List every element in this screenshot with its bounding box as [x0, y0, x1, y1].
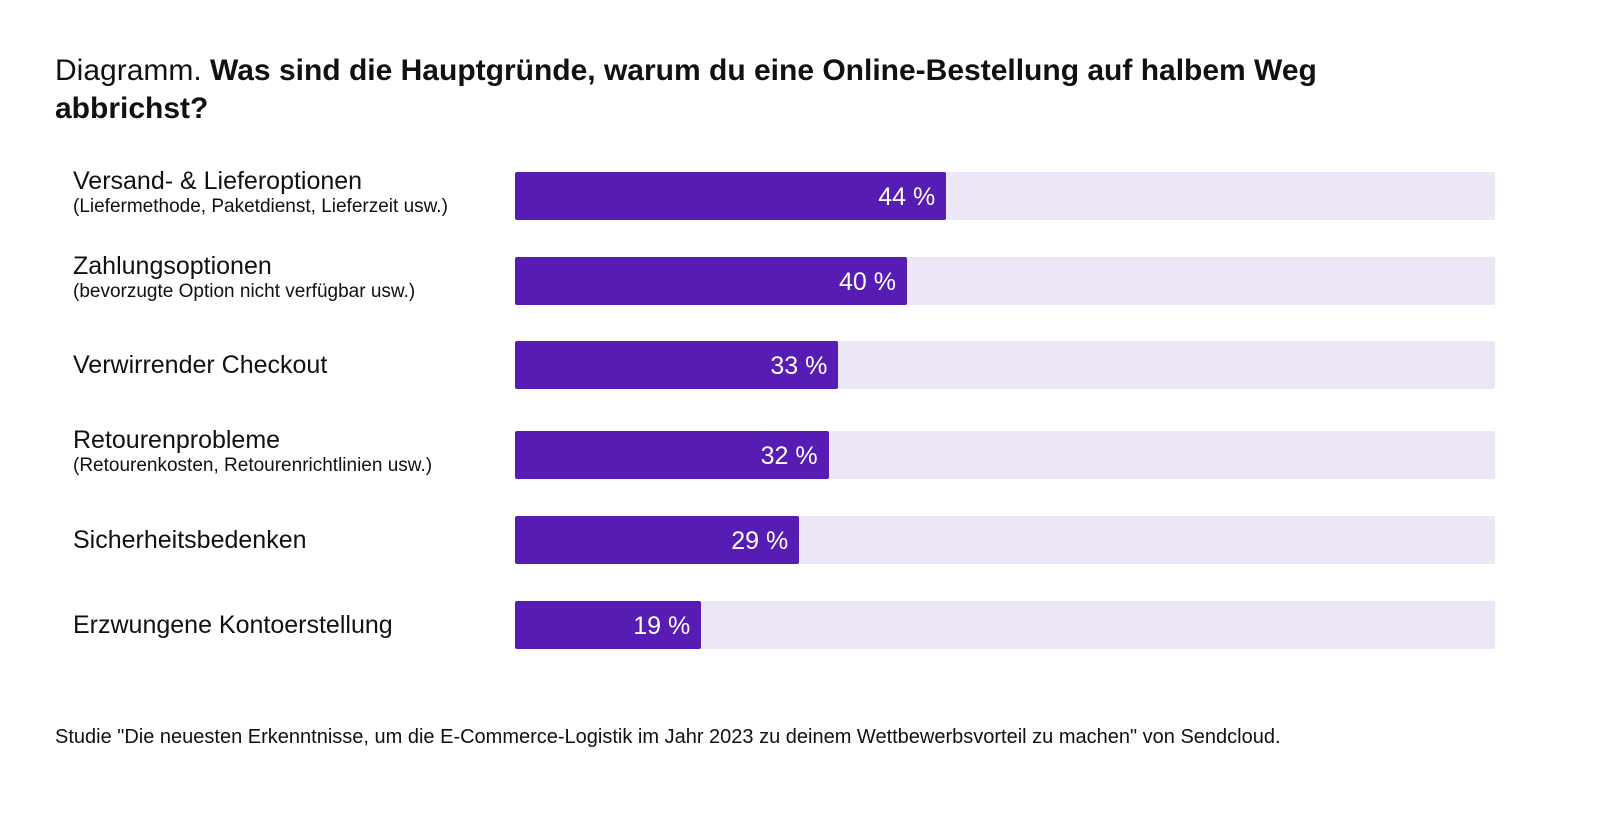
value-label: 33 % [770, 352, 828, 380]
bar-row: Verwirrender Checkout 33 % [0, 341, 1599, 389]
bar: 32 % [515, 431, 829, 479]
category-main-label: Versand- & Lieferoptionen [73, 167, 363, 195]
title-question: Was sind die Hauptgründe, warum du eine … [55, 54, 1317, 125]
category-main-label: Retourenprobleme [73, 426, 281, 454]
category-sublabel: (bevorzugte Option nicht verfügbar usw.) [73, 281, 416, 302]
category-sublabel: (Retourenkosten, Retourenrichtlinien usw… [73, 455, 433, 476]
category-main-label: Verwirrender Checkout [73, 351, 328, 379]
chart-title: Diagramm. Was sind die Hauptgründe, waru… [55, 52, 1475, 128]
bar-track: 40 % [515, 257, 1495, 305]
value-label: 32 % [760, 442, 818, 470]
bar-track: 33 % [515, 341, 1495, 389]
bar: 29 % [515, 516, 800, 564]
bar-track: 19 % [515, 601, 1495, 649]
bar-row: Erzwungene Kontoerstellung 19 % [0, 601, 1599, 649]
bar-chart: Versand- & Lieferoptionen (Liefermethode,… [0, 167, 1599, 649]
bar-row: Zahlungsoptionen (bevorzugte Option nicht… [0, 252, 1599, 305]
bar-row: Retourenprobleme (Retourenkosten, Retoure… [0, 426, 1599, 479]
category-label: Erzwungene Kontoerstellung [73, 611, 503, 639]
title-prefix: Diagramm. [55, 54, 202, 87]
value-label: 29 % [731, 527, 789, 555]
category-main-label: Zahlungsoptionen [73, 252, 272, 280]
value-label: 44 % [878, 183, 936, 211]
bar-track: 29 % [515, 516, 1495, 564]
category-sublabel: (Liefermethode, Paketdienst, Lieferzeit … [73, 196, 448, 217]
category-label: Versand- & Lieferoptionen (Liefermethode,… [73, 167, 503, 219]
category-main-label: Erzwungene Kontoerstellung [73, 611, 393, 639]
bar-row: Versand- & Lieferoptionen (Liefermethode,… [0, 167, 1599, 220]
category-label: Sicherheitsbedenken [73, 526, 503, 554]
bar: 40 % [515, 257, 907, 305]
bar-track: 32 % [515, 431, 1495, 479]
value-label: 19 % [633, 612, 691, 640]
bar-row: Sicherheitsbedenken 29 % [0, 516, 1599, 564]
bar: 33 % [515, 341, 839, 389]
bar: 19 % [515, 601, 702, 649]
category-label: Verwirrender Checkout [73, 351, 503, 379]
source-note: Studie "Die neuesten Erkenntnisse, um di… [55, 726, 1281, 748]
bar: 44 % [515, 172, 947, 220]
category-label: Retourenprobleme (Retourenkosten, Retoure… [73, 426, 503, 478]
category-main-label: Sicherheitsbedenken [73, 526, 307, 554]
value-label: 40 % [839, 268, 896, 296]
bar-track: 44 % [515, 172, 1495, 220]
category-label: Zahlungsoptionen (bevorzugte Option nicht… [73, 252, 503, 304]
